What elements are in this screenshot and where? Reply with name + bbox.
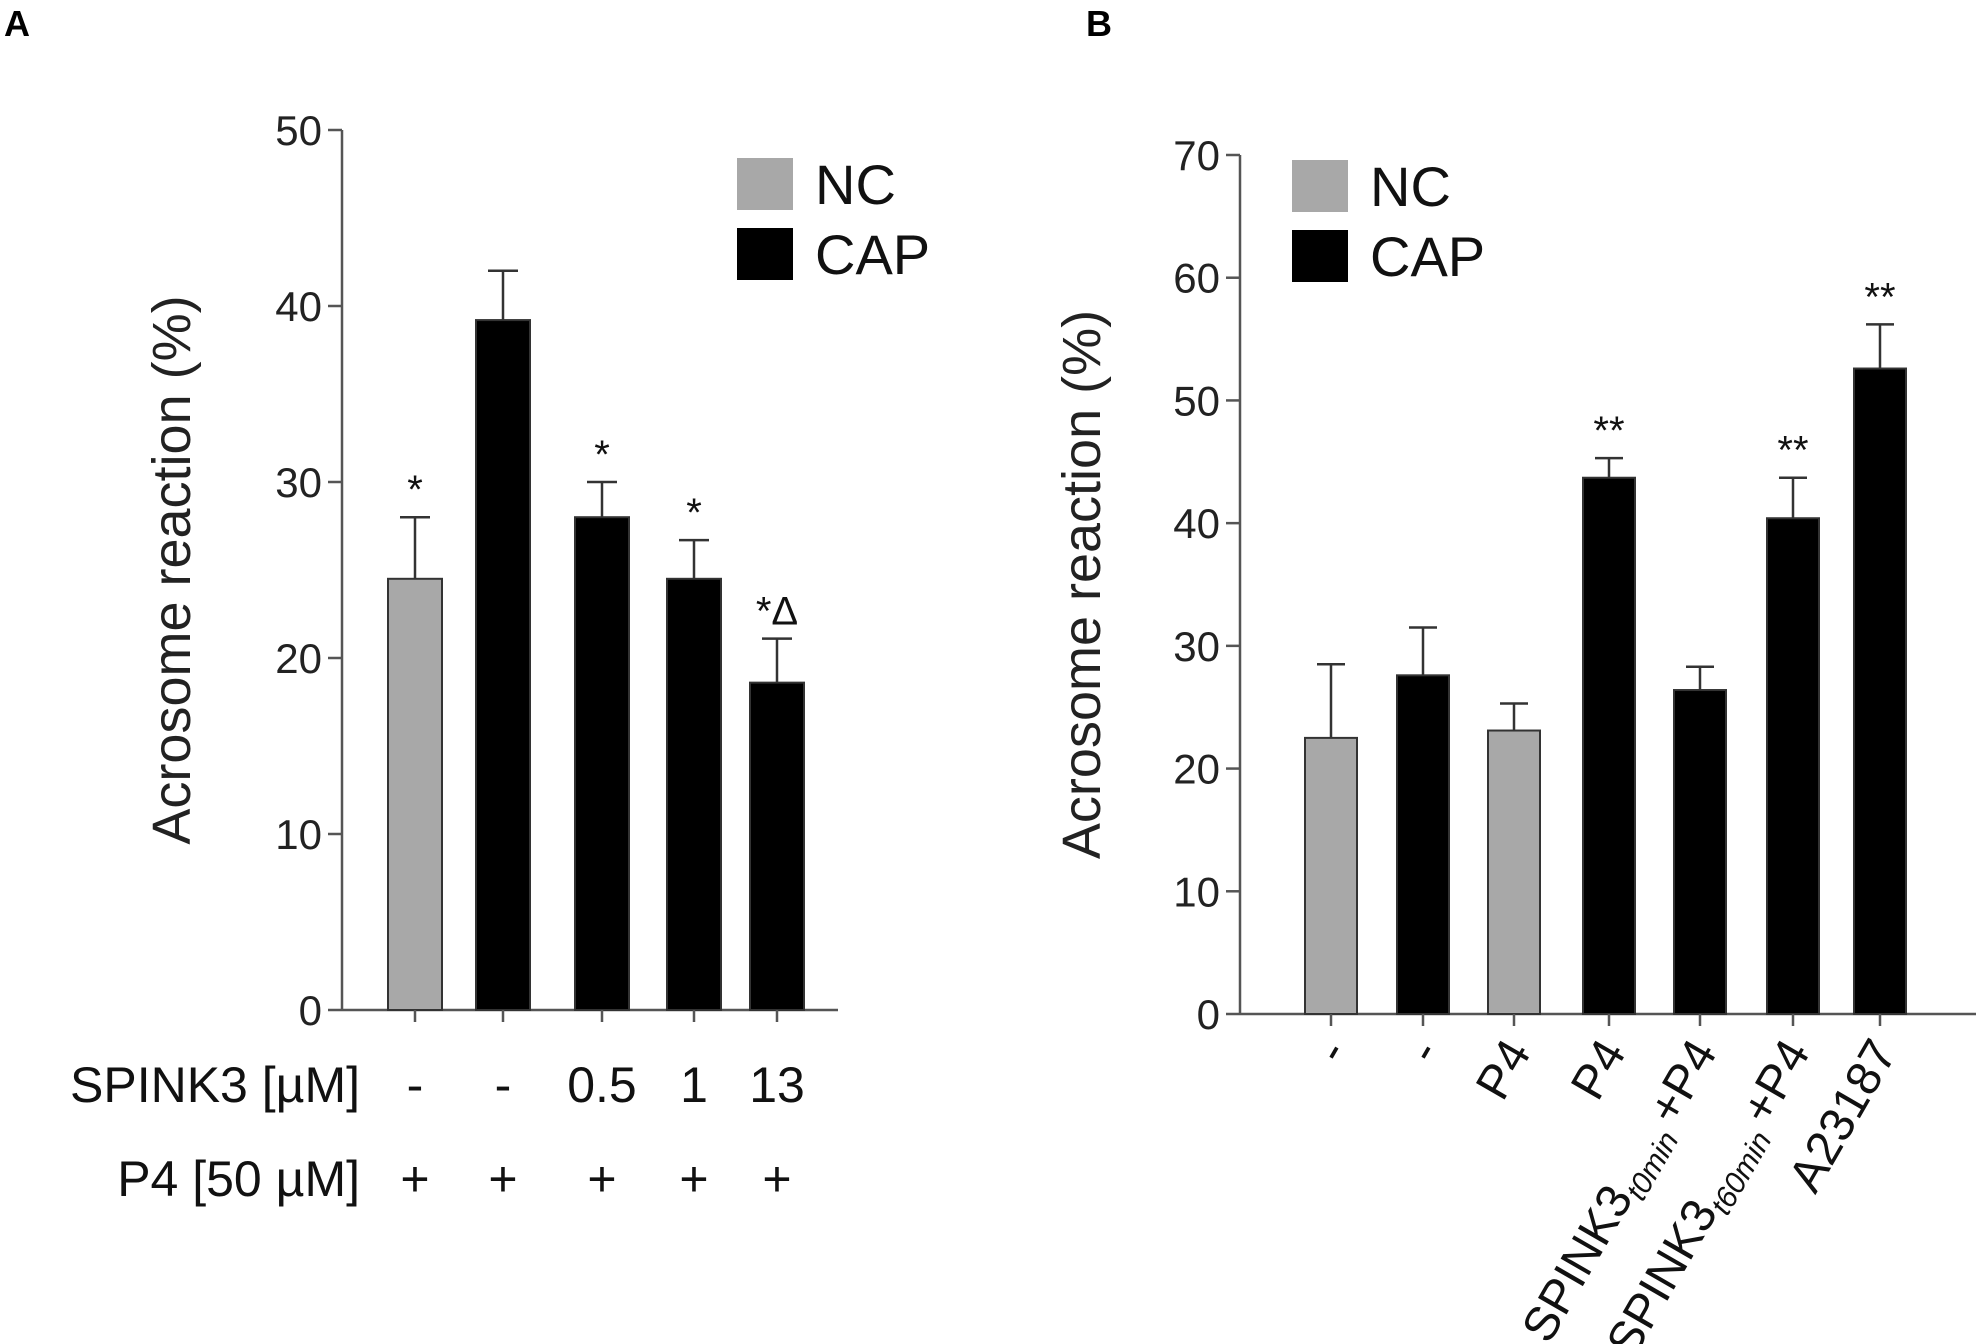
- y-tick-label: 10: [275, 811, 322, 858]
- chart-a: 0 10 20 30 40 50 Acrosome reaction (%) * * * *Δ NC C…: [70, 107, 930, 1207]
- y-tick-label: 20: [275, 635, 322, 682]
- condition-value: 0.5: [567, 1057, 637, 1113]
- y-axis-title: Acrosome reaction (%): [142, 295, 202, 844]
- legend-swatch: [737, 158, 793, 210]
- significance-label: *: [407, 468, 423, 512]
- y-tick-label: 20: [1173, 746, 1220, 793]
- y-tick-label: 10: [1173, 868, 1220, 915]
- x-category-main: P4: [1561, 1031, 1636, 1108]
- condition-value: +: [400, 1151, 429, 1207]
- y-tick-label: 0: [299, 987, 322, 1034]
- y-tick-label: 50: [1173, 377, 1220, 424]
- condition-value: 1: [680, 1057, 708, 1113]
- condition-value: +: [587, 1151, 616, 1207]
- y-tick-label: 40: [1173, 500, 1220, 547]
- bar: [475, 319, 531, 1011]
- significance-label: *Δ: [756, 590, 798, 634]
- bar: [1766, 517, 1820, 1016]
- bar: [387, 577, 443, 1011]
- legend-label: CAP: [815, 223, 930, 286]
- x-category-suffix: +P4: [1731, 1031, 1820, 1133]
- y-tick-label: 0: [1197, 991, 1220, 1038]
- panel-label-b: B: [1086, 3, 1112, 44]
- bar: [1396, 674, 1450, 1016]
- x-category-suffix: +P4: [1638, 1031, 1727, 1133]
- legend-swatch: [737, 228, 793, 280]
- legend-label: NC: [1370, 155, 1451, 218]
- panel-label-a: A: [4, 3, 30, 44]
- significance-label: **: [1593, 409, 1624, 453]
- x-category-main: -: [1305, 1031, 1359, 1071]
- chart-b: 0 10 20 30 40 50 60 70 Acrosome reaction (%) ** **…: [1052, 132, 1976, 1344]
- y-axis-title: Acrosome reaction (%): [1052, 310, 1112, 859]
- x-category-main: -: [1397, 1031, 1451, 1071]
- x-category-main: P4: [1466, 1031, 1541, 1108]
- condition-value: +: [762, 1151, 791, 1207]
- x-category-label: P4: [1466, 1031, 1541, 1108]
- significance-label: **: [1864, 275, 1895, 319]
- x-category-subscript: t60min: [1705, 1126, 1779, 1220]
- legend-swatch: [1292, 230, 1348, 282]
- condition-row-label: P4 [50 µM]: [117, 1151, 360, 1207]
- legend-label: NC: [815, 153, 896, 216]
- condition-value: +: [679, 1151, 708, 1207]
- condition-value: 13: [749, 1057, 805, 1113]
- x-category-label: P4: [1561, 1031, 1636, 1108]
- bar: [666, 577, 722, 1011]
- condition-value: +: [488, 1151, 517, 1207]
- y-tick-label: 40: [275, 283, 322, 330]
- x-category-label: -: [1397, 1031, 1451, 1071]
- y-tick-label: 30: [275, 459, 322, 506]
- bar: [1582, 476, 1636, 1015]
- x-category-subscript: t0min: [1620, 1126, 1685, 1206]
- significance-label: **: [1777, 429, 1808, 473]
- y-tick-label: 60: [1173, 255, 1220, 302]
- significance-label: *: [594, 433, 610, 477]
- y-tick-label: 70: [1173, 132, 1220, 179]
- y-tick-label: 30: [1173, 623, 1220, 670]
- bar: [1673, 689, 1727, 1016]
- condition-row-label: SPINK3 [µM]: [70, 1057, 360, 1113]
- y-tick-label: 50: [275, 107, 322, 154]
- condition-value: -: [495, 1057, 512, 1113]
- bar: [1304, 736, 1358, 1016]
- legend-swatch: [1292, 160, 1348, 212]
- bar: [1487, 729, 1541, 1016]
- bar: [574, 516, 630, 1011]
- bar: [749, 681, 805, 1011]
- legend-label: CAP: [1370, 225, 1485, 288]
- condition-value: -: [407, 1057, 424, 1113]
- x-category-label: -: [1305, 1031, 1359, 1071]
- bar: [1853, 367, 1907, 1016]
- significance-label: *: [686, 491, 702, 535]
